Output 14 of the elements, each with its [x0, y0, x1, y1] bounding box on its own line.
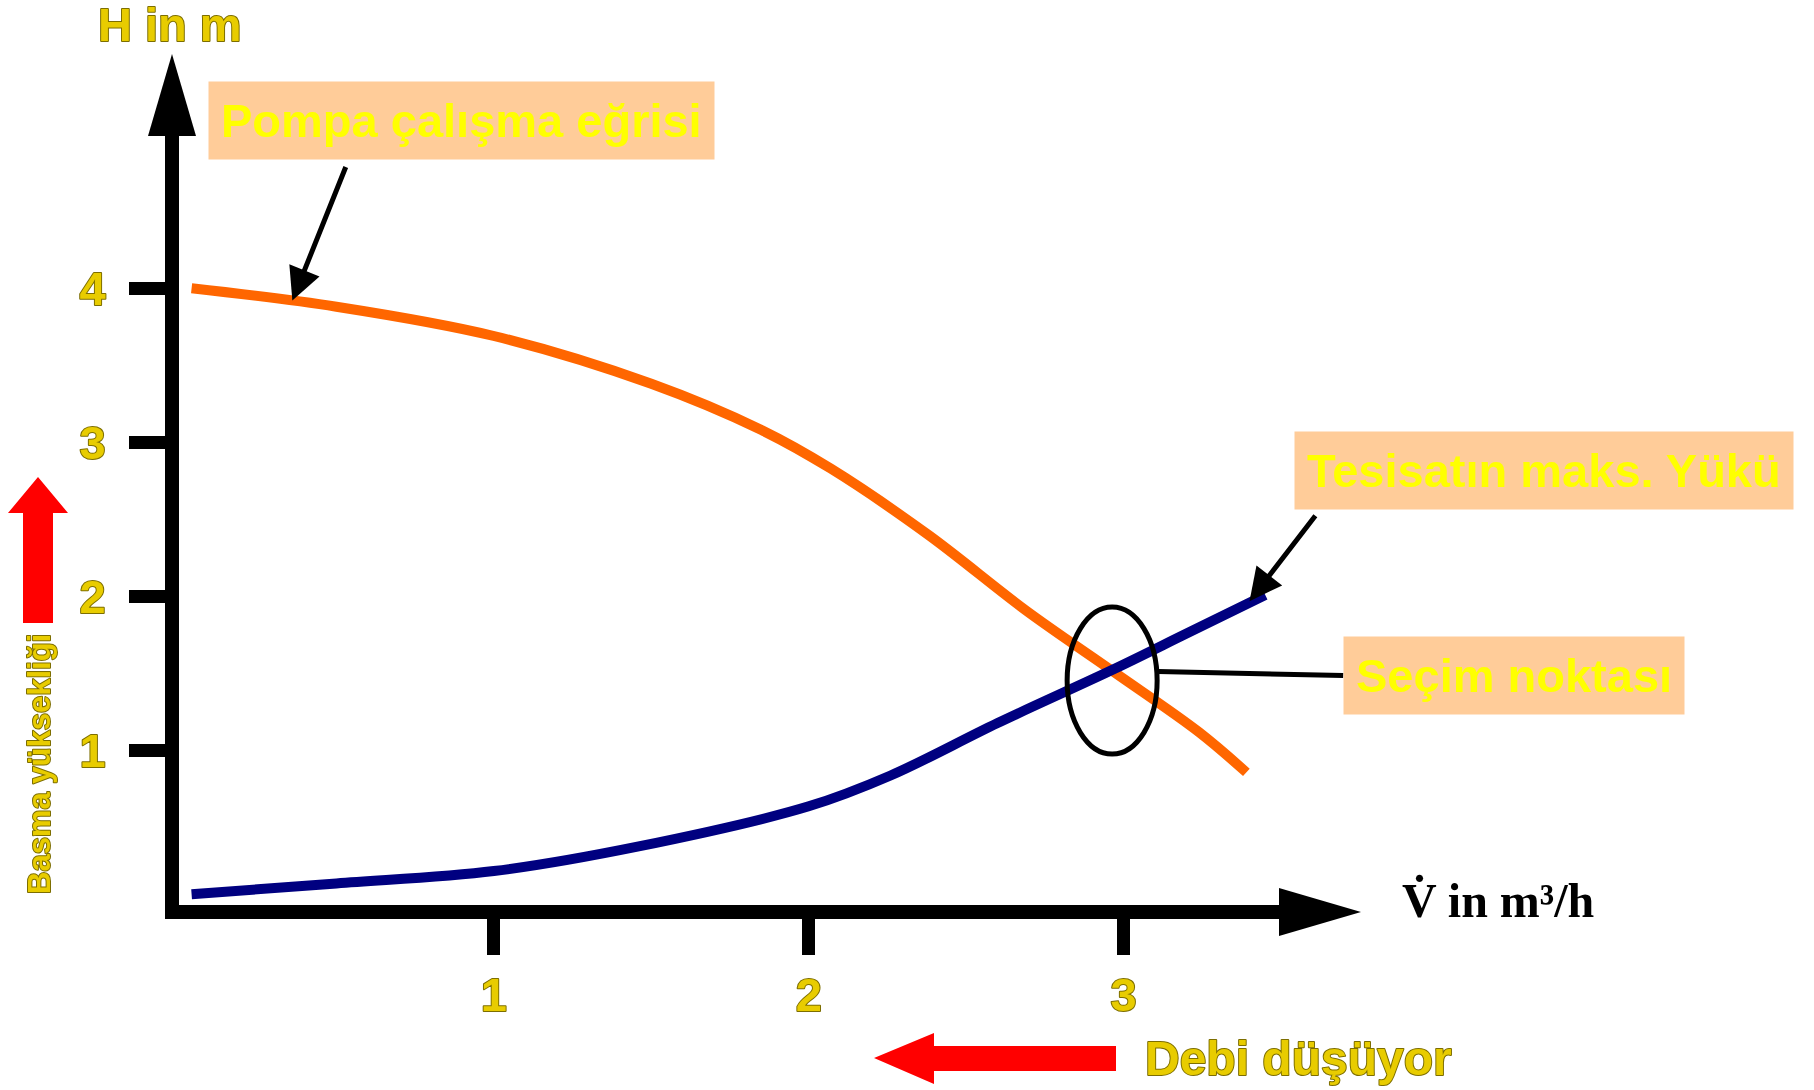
annotation: Pompa çalışma eğrisi — [221, 94, 702, 147]
text: Debi düşüyor — [1145, 1032, 1452, 1085]
y-tick-label: 4 — [79, 261, 106, 315]
x-axis-title: V̇ in m³/h — [1402, 874, 1595, 927]
y-tick-label: 3 — [79, 415, 106, 469]
x-tick-label: 1 — [480, 968, 507, 1022]
x-tick-label: 3 — [1110, 968, 1137, 1022]
y-axis-title: H in m — [98, 0, 242, 51]
text: Basma yüksekliği — [22, 633, 57, 894]
annotation: Tesisatın maks. Yükü — [1307, 444, 1781, 497]
x-tick-label: 2 — [795, 968, 822, 1022]
y-tick-label: 2 — [79, 570, 106, 624]
annotation: Seçim noktası — [1356, 649, 1673, 702]
y-tick-label: 1 — [79, 724, 106, 778]
